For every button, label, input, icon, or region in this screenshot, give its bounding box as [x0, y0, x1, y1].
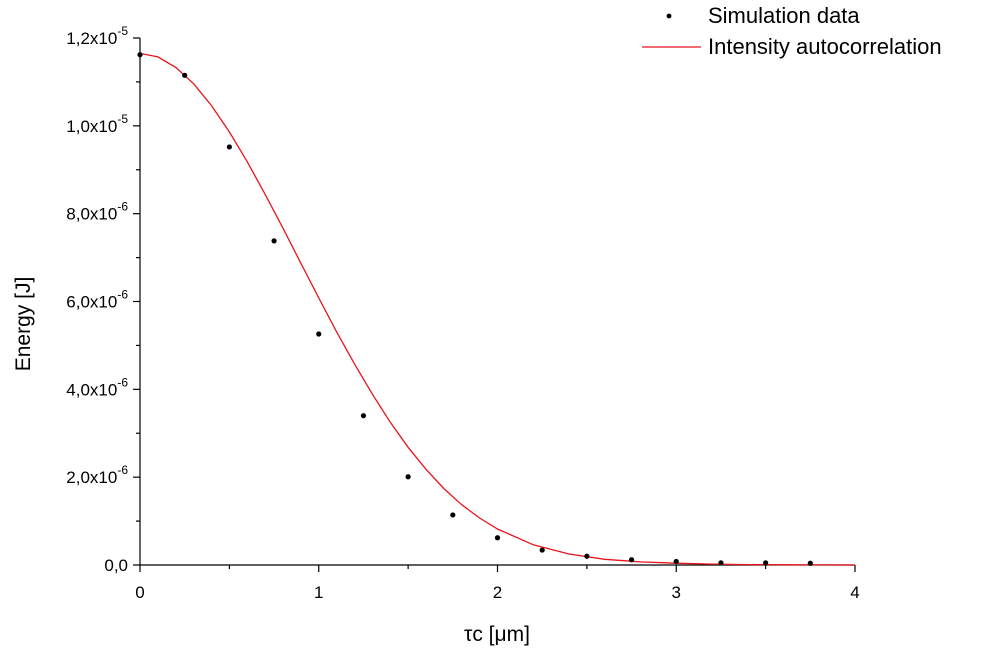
series-points-group — [137, 52, 813, 566]
simulation-data-point — [271, 238, 277, 244]
x-tick-label: 2 — [493, 583, 502, 602]
simulation-data-point — [360, 413, 367, 419]
x-tick-label: 1 — [314, 583, 323, 602]
x-axis-ticks: 0 1 2 3 4 — [135, 565, 860, 602]
y-tick-label: 1,2x10-5 — [66, 24, 128, 48]
series-line-group — [139, 52, 856, 566]
y-axis-title: Energy [J] — [12, 277, 35, 372]
simulation-data-point — [718, 560, 724, 566]
simulation-data-point — [182, 72, 188, 78]
simulation-data-point — [316, 331, 322, 337]
simulation-data-point — [584, 553, 590, 559]
plot-frame — [139, 38, 855, 566]
legend: Simulation data Intensity autocorrelatio… — [642, 3, 942, 59]
x-tick-label: 3 — [672, 583, 681, 602]
x-tick-label: 4 — [850, 583, 859, 602]
x-tick-label: 0 — [135, 583, 144, 602]
simulation-data-point — [494, 535, 501, 541]
legend-marker-simulation — [666, 13, 672, 19]
y-tick-label: 6,0x10-6 — [66, 288, 128, 312]
y-tick-label: 8,0x10-6 — [66, 200, 128, 224]
simulation-data-point — [405, 474, 411, 480]
simulation-data-point — [137, 52, 143, 58]
y-tick-label: 2,0x10-6 — [66, 463, 128, 487]
x-axis-title: τc [μm] — [464, 623, 530, 646]
autocorrelation-curve — [139, 52, 856, 566]
legend-label-autocorrelation: Intensity autocorrelation — [708, 34, 942, 59]
y-tick-label: 1,0x10-5 — [66, 112, 128, 136]
legend-label-simulation: Simulation data — [708, 3, 860, 28]
simulation-data-point — [807, 560, 813, 566]
simulation-data-point — [539, 547, 545, 553]
simulation-data-point — [450, 512, 456, 518]
y-axis-ticks: 0,0 2,0x10-6 4,0x10-6 6,0x10-6 8,0x10-6 1,0x1… — [66, 24, 140, 575]
simulation-data-point — [763, 560, 769, 566]
simulation-data-point — [628, 557, 635, 563]
y-tick-label: 4,0x10-6 — [66, 375, 128, 399]
simulation-data-point — [226, 144, 232, 150]
simulation-data-point — [673, 558, 679, 565]
y-tick-label: 0,0 — [104, 556, 128, 575]
